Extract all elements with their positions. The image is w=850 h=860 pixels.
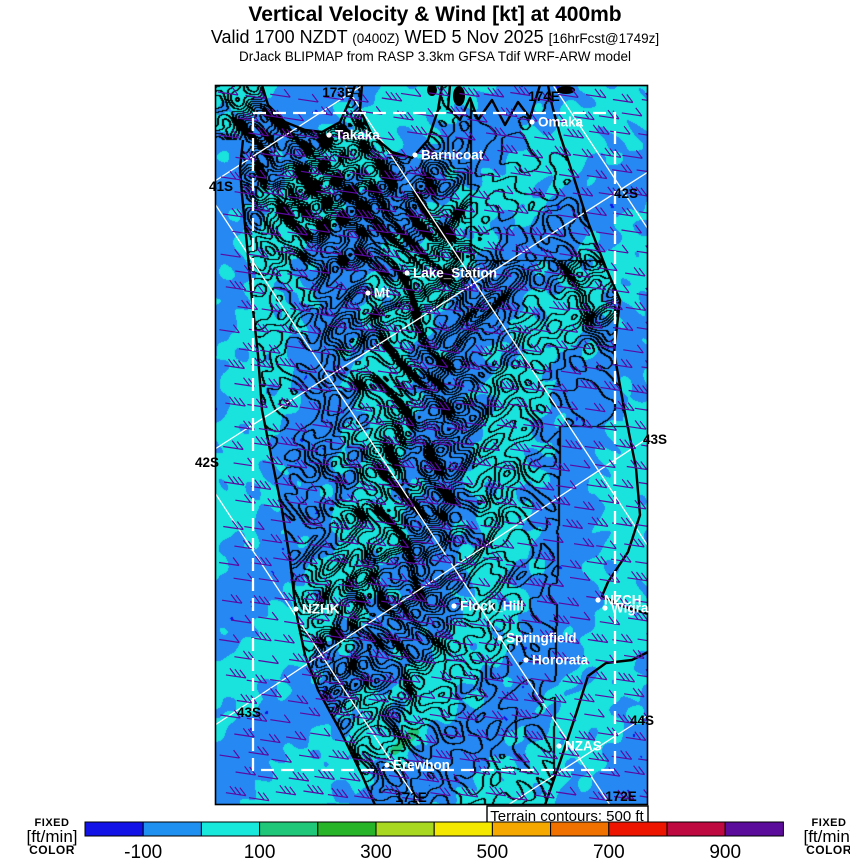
station-dot bbox=[497, 635, 503, 641]
terrain-note: Terrain contours: 500 ft bbox=[490, 808, 644, 825]
graticule-label: 173E bbox=[322, 85, 354, 100]
station-dot bbox=[412, 152, 418, 158]
coastline bbox=[238, 139, 377, 805]
station-label: Springfield bbox=[506, 631, 577, 646]
map-border bbox=[214, 84, 649, 806]
station-label: Takaka bbox=[335, 128, 380, 143]
model-info-line: DrJack BLIPMAP from RASP 3.3km GFSA Tdif… bbox=[238, 49, 632, 64]
graticule-line bbox=[215, 437, 648, 726]
colorbar-segment bbox=[491, 821, 552, 837]
station-dot bbox=[451, 603, 457, 609]
station-label: Mt bbox=[374, 286, 390, 301]
graticule-line bbox=[552, 85, 648, 230]
station-dot bbox=[293, 606, 299, 612]
colorbar-tick-label: 700 bbox=[593, 842, 625, 860]
station-dot bbox=[384, 762, 390, 768]
station-dot bbox=[529, 119, 535, 125]
station-label: Barnicoat bbox=[421, 148, 484, 163]
station-dot bbox=[523, 657, 529, 663]
graticule-label: 172E bbox=[605, 789, 637, 804]
coastline bbox=[546, 85, 648, 616]
station-label: Omaka bbox=[538, 115, 584, 130]
colorbar-tick-label: 900 bbox=[709, 842, 741, 860]
graticule-line bbox=[344, 85, 648, 547]
graticule-line bbox=[215, 492, 421, 805]
station-dot bbox=[404, 270, 410, 276]
model-domain-box bbox=[251, 111, 617, 772]
station-label: NZHK bbox=[302, 602, 340, 617]
colorbar-segment bbox=[433, 821, 493, 837]
figure-header: Vertical Velocity & Wind [kt] at 400mb V… bbox=[15, 2, 850, 65]
colorbar-segment bbox=[317, 821, 377, 837]
colorbar-segment bbox=[608, 821, 668, 837]
colorbar-segment bbox=[724, 821, 784, 837]
units-label: [ft/min] bbox=[803, 827, 850, 846]
graticule-label: 43S bbox=[237, 705, 261, 720]
vertical-velocity-field-canvas bbox=[215, 85, 648, 805]
colorbar-segment bbox=[142, 821, 202, 837]
station-dot bbox=[595, 597, 601, 603]
station-label: NZCH bbox=[604, 593, 642, 608]
coastline bbox=[358, 85, 444, 160]
colorbar-tick-label: 100 bbox=[244, 842, 276, 860]
fixed-label: FIXED bbox=[34, 817, 70, 829]
colorbar-segment bbox=[550, 821, 610, 837]
station-dot bbox=[365, 290, 371, 296]
colorbar-segment bbox=[259, 821, 319, 837]
station-label: Flock_Hill bbox=[460, 599, 524, 614]
station-dot bbox=[556, 743, 562, 749]
graticule-label: 44S bbox=[630, 713, 654, 728]
coastline bbox=[543, 650, 648, 805]
graticule-label: 42S bbox=[614, 186, 638, 201]
valid-prefix: Valid 1700 NZDT bbox=[210, 27, 353, 47]
colorbar-tick-label: -100 bbox=[124, 842, 162, 860]
colorbar-tick-label: 500 bbox=[477, 842, 509, 860]
station-dot bbox=[326, 132, 332, 138]
station-dot bbox=[602, 605, 608, 611]
color-label: COLOR bbox=[806, 843, 850, 857]
island bbox=[557, 86, 575, 94]
valid-time-line: Valid 1700 NZDT (0400Z) WED 5 Nov 2025 [… bbox=[15, 27, 850, 49]
graticule-label: 43S bbox=[643, 432, 667, 447]
station-label: Lake_Station bbox=[413, 266, 497, 281]
colorbar-units-label-right: FIXED [ft/min] COLOR bbox=[786, 817, 850, 857]
colorbar-segment bbox=[666, 821, 726, 837]
graticule-label: 171E bbox=[395, 790, 427, 805]
station-label: Wigram bbox=[611, 601, 660, 616]
valid-date: WED 5 Nov 2025 bbox=[399, 27, 549, 47]
station-label: Hororata bbox=[532, 653, 589, 668]
forecast-tag: [16hrFcst@1749z] bbox=[548, 31, 660, 46]
graticule-label: 174E bbox=[528, 89, 560, 104]
graticule-line bbox=[507, 714, 648, 805]
colorbar-segment bbox=[200, 821, 261, 837]
wind-barbs bbox=[217, 85, 648, 802]
graticule-label: 41S bbox=[209, 179, 233, 194]
valid-zulu: (0400Z) bbox=[352, 31, 400, 46]
units-label: [ft/min] bbox=[26, 827, 78, 846]
fixed-label: FIXED bbox=[811, 817, 847, 829]
graticule-label: 42S bbox=[195, 455, 219, 470]
station-label: NZAS bbox=[565, 739, 602, 754]
color-label: COLOR bbox=[29, 843, 75, 857]
colorbar-tick-label: 300 bbox=[360, 842, 392, 860]
station-label: Erewhon bbox=[393, 758, 450, 773]
lake-outline bbox=[408, 256, 416, 264]
map-clipped-layers bbox=[215, 85, 648, 805]
colorbar-segment bbox=[375, 821, 435, 837]
colorbar-units-label-left: FIXED [ft/min] COLOR bbox=[9, 817, 95, 857]
page-title: Vertical Velocity & Wind [kt] at 400mb bbox=[248, 3, 622, 26]
island bbox=[453, 86, 465, 106]
